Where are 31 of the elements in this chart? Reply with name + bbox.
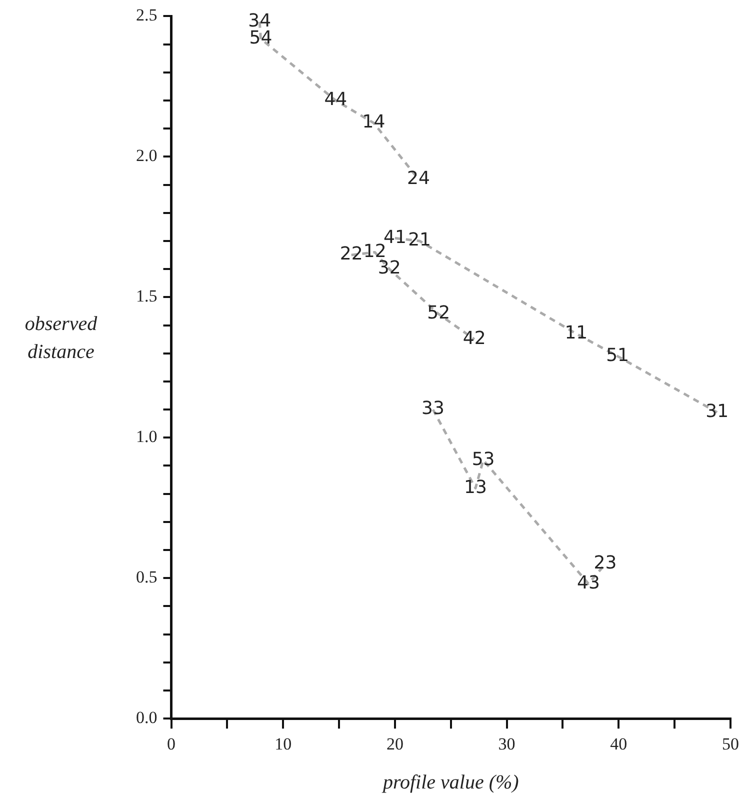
annotation: 32 — [378, 258, 401, 279]
annotation: 42 — [462, 328, 486, 349]
y-axis-title: observed distance — [24, 312, 98, 365]
annotation: 11 — [564, 322, 588, 344]
annotation: 41 — [383, 226, 406, 248]
annotation: 24 — [406, 168, 430, 189]
x-tick-label: 20 — [386, 734, 404, 754]
annotation: 22 — [340, 244, 363, 265]
x-axis-title: profile value (%) — [380, 771, 520, 794]
x-tick-label: 0 — [167, 734, 176, 754]
y-tick-label: 0.0 — [136, 708, 158, 728]
y-tick-label: 2.0 — [136, 146, 158, 166]
y-tick-label: 1.5 — [136, 286, 158, 306]
annotation: 44 — [324, 89, 348, 110]
annotation: 51 — [606, 344, 629, 366]
y-tick-label: 2.5 — [136, 6, 158, 25]
y-tick-label: 1.0 — [136, 427, 158, 446]
annotation: 13 — [464, 476, 487, 498]
annotation: 52 — [427, 302, 450, 324]
annotation: 14 — [362, 112, 386, 133]
x-tick-label: 10 — [274, 734, 292, 754]
x-tick-label: 50 — [722, 734, 739, 754]
annotation: 43 — [576, 572, 600, 594]
annotation: 53 — [472, 448, 495, 470]
x-tick-label: 30 — [498, 734, 516, 754]
x-tick-label: 40 — [610, 734, 628, 754]
annotation: 21 — [408, 230, 432, 251]
annotation: 33 — [422, 398, 444, 420]
annotation: 23 — [594, 552, 617, 574]
annotation: 31 — [706, 401, 729, 422]
y-tick-label: 0.5 — [136, 568, 158, 587]
